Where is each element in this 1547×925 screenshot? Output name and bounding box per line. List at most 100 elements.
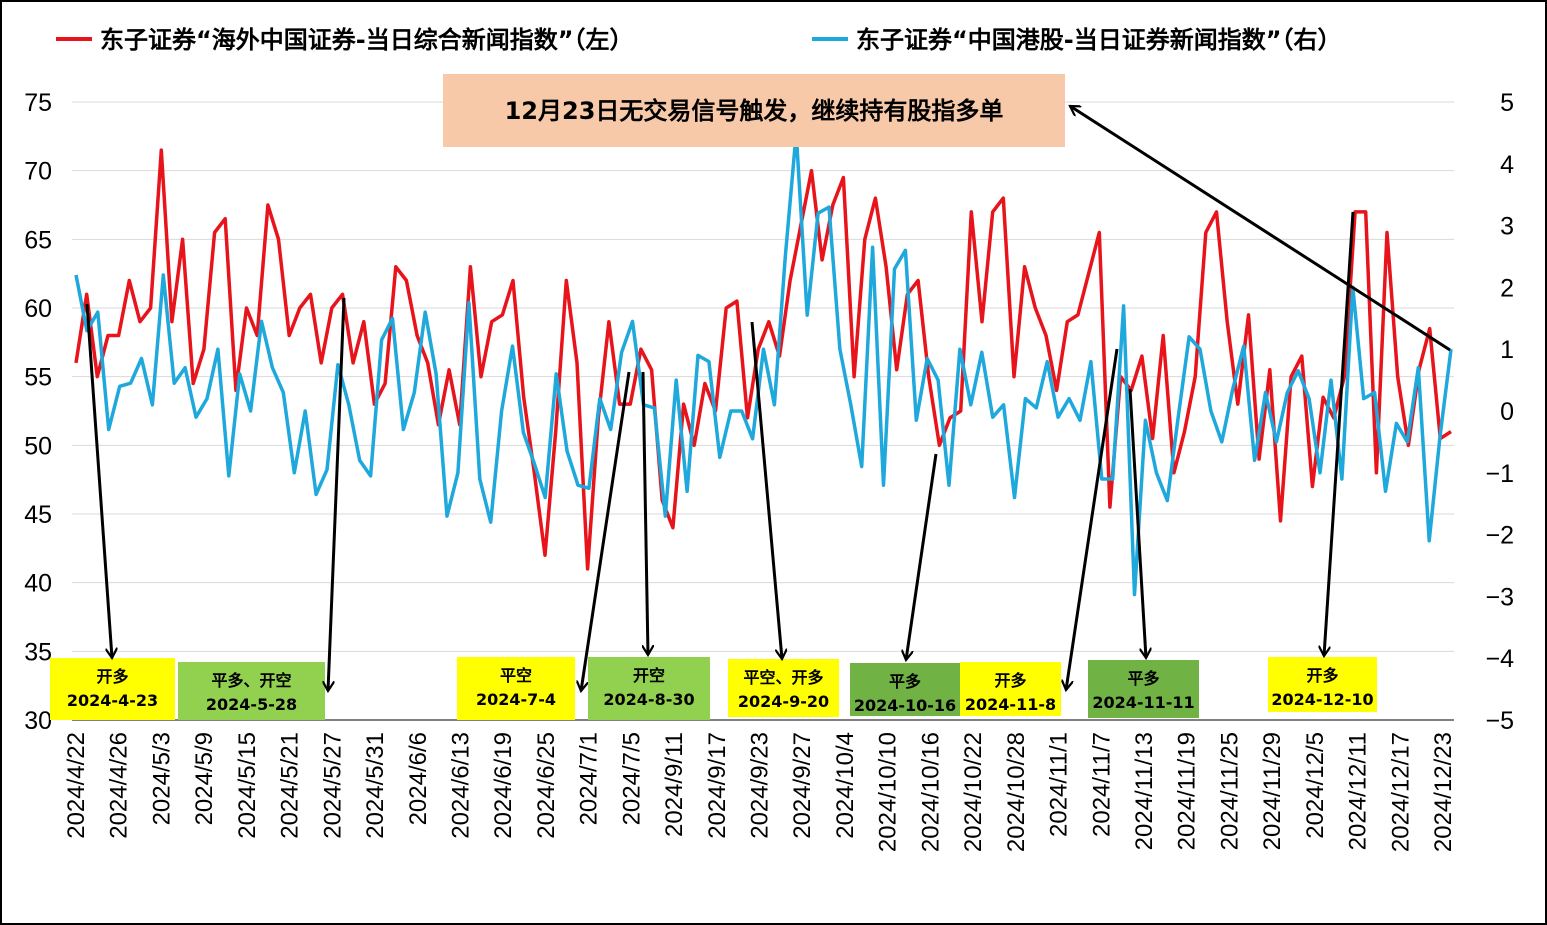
x-tick-label: 2024/9/23 xyxy=(747,732,774,839)
x-tick-label: 2024/12/11 xyxy=(1345,732,1372,850)
y-right-tick-label: −3 xyxy=(1485,583,1514,611)
trade-signal-date: 2024-11-11 xyxy=(1092,693,1194,712)
trade-signal-arrow xyxy=(906,453,938,660)
x-tick-label: 2024/6/25 xyxy=(533,732,560,839)
trade-signal-action: 平空 xyxy=(500,666,532,685)
y-left-tick-label: 50 xyxy=(24,432,52,460)
x-tick-label: 2024/10/16 xyxy=(917,732,944,852)
x-tick-label: 2024/6/13 xyxy=(447,732,474,839)
trade-signal-date: 2024-5-28 xyxy=(206,695,297,714)
x-tick-label: 2024/4/26 xyxy=(106,732,133,839)
x-tick-label: 2024/10/4 xyxy=(832,732,859,839)
legend: 东子证券“海外中国证券-当日综合新闻指数”（左） 东子证券“中国港股-当日证券新… xyxy=(56,26,1342,54)
y-right-tick-label: 2 xyxy=(1500,274,1514,302)
y-left-tick-label: 75 xyxy=(24,89,52,117)
trade-signal-box xyxy=(178,662,325,720)
series-line-blue xyxy=(74,131,1453,597)
y-right-tick-label: −4 xyxy=(1485,645,1514,673)
y-axis-left: 30 35 40 45 50 55 60 65 70 75 xyxy=(24,89,52,735)
x-tick-label: 2024/12/5 xyxy=(1302,732,1329,839)
trade-signal-action: 开多 xyxy=(96,667,128,686)
x-tick-label: 2024/7/1 xyxy=(576,732,603,825)
y-left-tick-label: 60 xyxy=(24,295,52,323)
trade-signal-arrow xyxy=(641,371,648,655)
trade-signal-action: 平多 xyxy=(1127,669,1159,688)
signal-summary-text: 12月23日无交易信号触发，继续持有股指多单 xyxy=(505,97,1004,125)
trade-signal-box xyxy=(50,658,175,720)
y-left-tick-label: 35 xyxy=(24,638,52,666)
trade-signal-box xyxy=(1088,660,1199,718)
trade-signal-arrow xyxy=(750,321,782,659)
x-axis: 2024/4/22 2024/4/26 2024/5/3 2024/5/9 2024/5… xyxy=(63,719,1457,852)
signal-arrow xyxy=(1070,104,1451,352)
x-tick-label: 2024/11/29 xyxy=(1259,732,1286,850)
y-left-tick-label: 40 xyxy=(24,570,52,598)
trade-signal-box xyxy=(1268,657,1377,712)
trade-signal-arrow xyxy=(328,297,346,691)
x-tick-label: 2024/11/19 xyxy=(1174,732,1201,850)
trade-signal-date: 2024-11-8 xyxy=(965,695,1056,714)
trade-signal-date: 2024-8-30 xyxy=(603,690,694,709)
x-tick-label: 2024/11/25 xyxy=(1216,732,1243,850)
x-tick-label: 2024/10/22 xyxy=(960,732,987,852)
x-tick-label: 2024/10/28 xyxy=(1003,732,1030,852)
y-right-tick-label: 0 xyxy=(1500,398,1514,426)
x-tick-label: 2024/5/9 xyxy=(191,732,218,825)
y-right-tick-label: −1 xyxy=(1485,460,1514,488)
trade-signal-box xyxy=(960,662,1061,716)
trade-signal-action: 平空、开多 xyxy=(743,668,823,687)
trade-signal-action: 平多、开空 xyxy=(211,671,291,690)
trade-signal-action: 平多 xyxy=(889,672,921,691)
trade-signal-arrow xyxy=(1324,211,1355,656)
x-tick-label: 2024/6/19 xyxy=(490,732,517,839)
trade-signal-date: 2024-9-20 xyxy=(738,692,829,711)
x-tick-label: 2024/5/27 xyxy=(319,732,346,839)
y-axis-right: −5 −4 −3 −2 −1 0 1 2 3 4 5 xyxy=(1485,89,1514,735)
x-tick-label: 2024/5/3 xyxy=(148,732,175,825)
y-right-tick-label: −2 xyxy=(1485,522,1514,550)
trade-signal-date: 2024-12-10 xyxy=(1271,690,1373,709)
y-right-tick-label: 1 xyxy=(1500,336,1514,364)
x-tick-label: 2024/6/6 xyxy=(405,732,432,825)
y-right-tick-label: 3 xyxy=(1500,213,1514,241)
x-tick-label: 2024/7/5 xyxy=(618,732,645,825)
y-left-tick-label: 55 xyxy=(24,364,52,392)
signal-summary-box xyxy=(443,74,1065,147)
trade-signal-date: 2024-10-16 xyxy=(854,696,956,715)
y-right-tick-label: 5 xyxy=(1500,89,1514,117)
trade-signal-arrow xyxy=(581,371,631,691)
trade-signal-date: 2024-4-23 xyxy=(67,691,158,710)
x-tick-label: 2024/11/1 xyxy=(1046,732,1073,837)
x-tick-label: 2024/10/10 xyxy=(875,732,902,852)
x-tick-label: 2024/11/13 xyxy=(1131,732,1158,850)
trade-signal-box xyxy=(588,657,710,720)
x-tick-label: 2024/12/23 xyxy=(1430,732,1457,852)
series-lines xyxy=(74,131,1453,597)
x-tick-label: 2024/5/21 xyxy=(277,732,304,839)
y-left-tick-label: 65 xyxy=(24,226,52,254)
trade-signal-action: 开空 xyxy=(633,666,665,685)
gridlines xyxy=(72,101,1454,721)
x-tick-label: 2024/9/11 xyxy=(661,732,688,837)
x-tick-label: 2024/9/17 xyxy=(704,732,731,839)
x-tick-label: 2024/12/17 xyxy=(1387,732,1414,852)
trade-signal-action: 开多 xyxy=(1306,666,1338,685)
trade-signal-arrow xyxy=(1066,348,1119,690)
trade-signal-box xyxy=(850,663,960,716)
y-left-tick-label: 70 xyxy=(24,158,52,186)
x-tick-label: 2024/5/15 xyxy=(234,732,261,839)
legend-label-red: 东子证券“海外中国证券-当日综合新闻指数”（左） xyxy=(100,26,634,54)
x-tick-label: 2024/4/22 xyxy=(63,732,90,839)
y-right-tick-label: 4 xyxy=(1500,151,1514,179)
trade-signal-box xyxy=(728,659,839,717)
series-line-red xyxy=(74,148,1452,571)
trade-signal-arrow xyxy=(1128,388,1146,658)
trade-signal-box xyxy=(457,657,575,720)
y-left-tick-label: 45 xyxy=(24,501,52,529)
y-left-tick-label: 30 xyxy=(24,707,52,735)
x-tick-label: 2024/11/7 xyxy=(1088,732,1115,837)
legend-label-blue: 东子证券“中国港股-当日证券新闻指数”（右） xyxy=(856,26,1342,54)
